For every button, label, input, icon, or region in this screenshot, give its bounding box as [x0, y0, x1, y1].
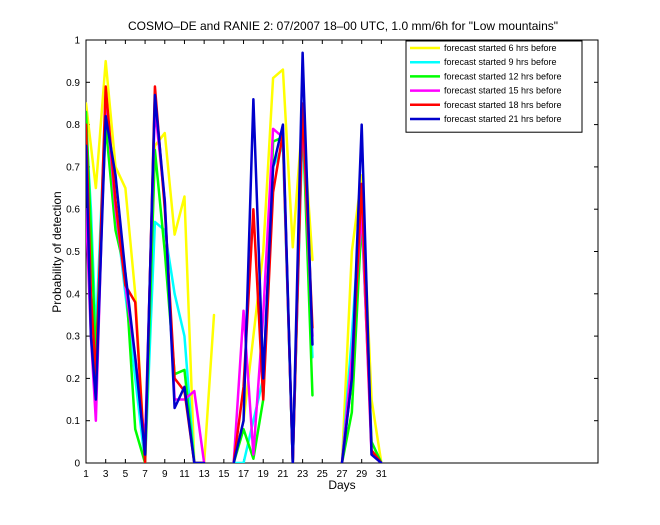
x-tick-label: 25: [317, 469, 329, 480]
x-tick-label: 7: [142, 469, 148, 480]
x-tick-label: 31: [376, 469, 388, 480]
y-tick-label: 0.3: [66, 332, 80, 343]
x-tick-label: 23: [297, 469, 309, 480]
y-tick-label: 0: [74, 459, 80, 470]
legend-label: forecast started 12 hrs before: [444, 71, 562, 81]
series-line: [86, 59, 216, 463]
x-tick-label: 9: [162, 469, 168, 480]
legend-label: forecast started 15 hrs before: [444, 86, 562, 96]
x-tick-label: 17: [238, 469, 250, 480]
y-tick-label: 0.9: [66, 78, 80, 89]
x-tick-label: 29: [356, 469, 368, 480]
series-group: [86, 51, 383, 463]
legend-label: forecast started 9 hrs before: [444, 57, 557, 67]
x-tick-label: 21: [277, 469, 289, 480]
y-tick-label: 0.5: [66, 247, 80, 258]
y-tick-label: 0.1: [66, 416, 80, 427]
legend-box: [405, 40, 583, 133]
x-tick-label: 3: [103, 469, 109, 480]
x-tick-label: 5: [123, 469, 129, 480]
legend-label: forecast started 18 hrs before: [444, 100, 562, 110]
x-tick-label: 19: [258, 469, 270, 480]
x-tick-label: 13: [199, 469, 211, 480]
series-line: [340, 174, 383, 463]
y-tick-label: 0.7: [66, 162, 80, 173]
legend-label: forecast started 6 hrs before: [444, 43, 557, 53]
series-line: [86, 93, 206, 463]
x-tick-label: 1: [83, 469, 89, 480]
x-tick-label: 11: [179, 469, 190, 480]
x-axis-label: Days: [328, 478, 355, 492]
series-line: [340, 123, 383, 463]
y-tick-label: 0.8: [66, 120, 80, 131]
legend-label: forecast started 21 hrs before: [444, 114, 562, 124]
x-tick-label: 15: [218, 469, 230, 480]
y-tick-label: 0.2: [66, 374, 80, 385]
y-tick-label: 0.6: [66, 205, 80, 216]
y-tick-label: 1: [74, 36, 80, 47]
y-axis-label: Probability of detection: [50, 191, 64, 312]
y-tick-label: 0.4: [66, 289, 80, 300]
chart-legend: forecast started 6 hrs before forecast st…: [405, 40, 583, 133]
x-tick-label: 27: [336, 469, 348, 480]
chart-title: COSMO–DE and RANIE 2: 07/2007 18–00 UTC,…: [128, 19, 558, 33]
series-line: [232, 51, 314, 463]
